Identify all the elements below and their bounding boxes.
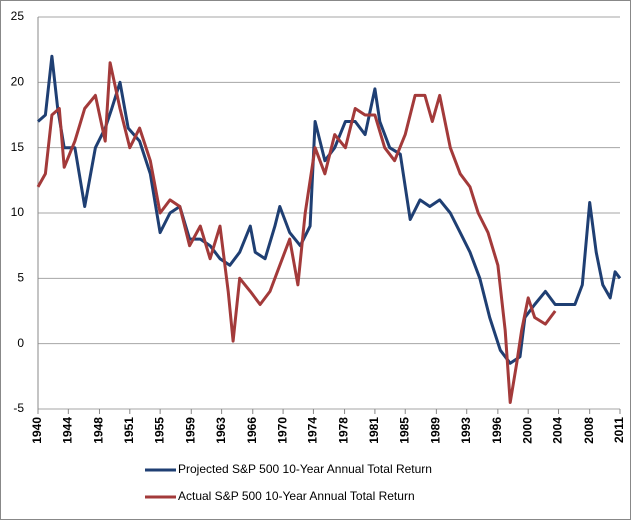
x-tick-label: 2008 xyxy=(582,417,596,444)
x-tick-label: 1974 xyxy=(306,417,320,444)
x-tick-label: 1981 xyxy=(367,417,381,444)
x-tick-label: 1989 xyxy=(429,417,443,444)
legend-label: Projected S&P 500 10-Year Annual Total R… xyxy=(178,462,432,476)
y-tick-label: 25 xyxy=(11,9,25,23)
x-tick-label: 1985 xyxy=(397,417,411,444)
x-tick-label: 1963 xyxy=(214,417,228,444)
legend-label: Actual S&P 500 10-Year Annual Total Retu… xyxy=(178,489,415,503)
series-line xyxy=(36,61,557,404)
x-tick-label: 1959 xyxy=(183,417,197,444)
x-tick-label: 1966 xyxy=(245,417,259,444)
x-tick-label: 1940 xyxy=(30,417,44,444)
y-tick-label: -5 xyxy=(13,401,24,415)
y-tick-label: 5 xyxy=(17,271,24,285)
x-tick-label: 2011 xyxy=(612,417,626,443)
x-tick-label: 1978 xyxy=(337,417,351,444)
x-tick-label: 2000 xyxy=(520,417,534,444)
x-tick-label: 1944 xyxy=(61,417,75,444)
x-tick-label: 2004 xyxy=(551,417,565,444)
x-tick-label: 1955 xyxy=(152,417,166,444)
y-tick-label: 20 xyxy=(11,75,25,89)
x-tick-label: 1993 xyxy=(459,417,473,444)
x-tick-label: 1970 xyxy=(275,417,289,444)
y-tick-label: 15 xyxy=(11,140,25,154)
y-tick-label: 10 xyxy=(11,205,25,219)
y-tick-label: 0 xyxy=(17,336,24,350)
x-tick-label: 1951 xyxy=(122,417,136,444)
x-tick-label: 1996 xyxy=(490,417,504,444)
x-tick-label: 1948 xyxy=(92,417,106,444)
